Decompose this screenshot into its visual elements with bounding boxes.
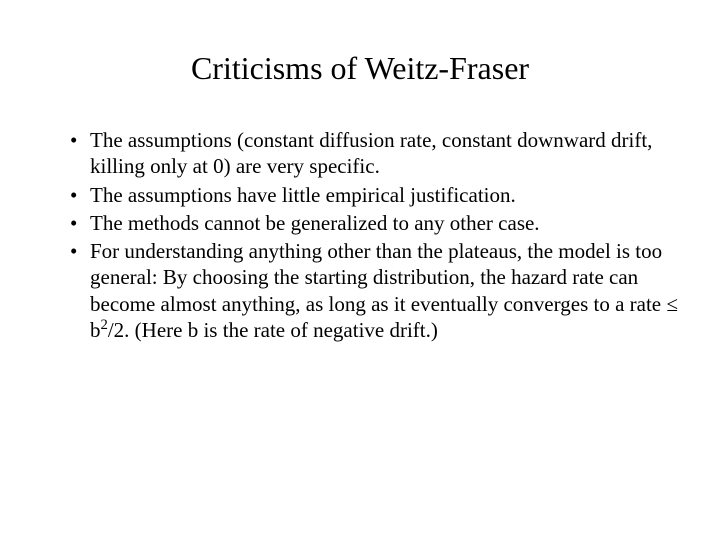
bullet-item: The assumptions (constant diffusion rate… bbox=[70, 127, 680, 180]
bullet-text: The methods cannot be generalized to any… bbox=[90, 211, 540, 235]
bullet-text-superscript: 2 bbox=[101, 317, 108, 333]
bullet-text: The assumptions have little empirical ju… bbox=[90, 183, 516, 207]
bullet-list: The assumptions (constant diffusion rate… bbox=[40, 127, 680, 343]
bullet-item: For understanding anything other than th… bbox=[70, 238, 680, 343]
bullet-text: The assumptions (constant diffusion rate… bbox=[90, 128, 652, 178]
slide-title: Criticisms of Weitz-Fraser bbox=[40, 50, 680, 87]
bullet-item: The assumptions have little empirical ju… bbox=[70, 182, 680, 208]
bullet-item: The methods cannot be generalized to any… bbox=[70, 210, 680, 236]
bullet-text-suffix: /2. (Here b is the rate of negative drif… bbox=[108, 318, 438, 342]
